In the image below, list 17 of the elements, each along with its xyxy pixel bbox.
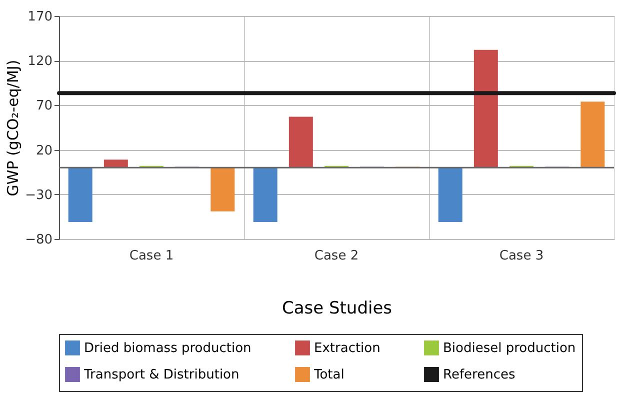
legend-label: Biodiesel production xyxy=(443,340,576,356)
y-tick-label: −80 xyxy=(25,232,52,248)
x-tick-label: Case 1 xyxy=(129,248,174,264)
legend-label: Transport & Distribution xyxy=(83,368,240,382)
y-tick-label: 120 xyxy=(28,54,52,70)
x-tick-label: Case 2 xyxy=(314,248,359,264)
y-tick-label: 20 xyxy=(36,143,52,158)
y-tick-label: −30 xyxy=(25,188,52,203)
y-tick-label: 70 xyxy=(36,98,52,114)
legend-label: References xyxy=(443,368,516,382)
legend-label: Extraction xyxy=(314,340,380,356)
legend-label: Total xyxy=(313,368,344,382)
x-axis-title: Case Studies xyxy=(282,298,392,318)
y-tick-label: 170 xyxy=(28,10,52,24)
x-tick-label: Case 3 xyxy=(499,248,544,264)
y-axis-title: GWP (gCO₂-eq/MJ) xyxy=(4,60,22,196)
legend-label: Dried biomass production xyxy=(84,340,252,356)
